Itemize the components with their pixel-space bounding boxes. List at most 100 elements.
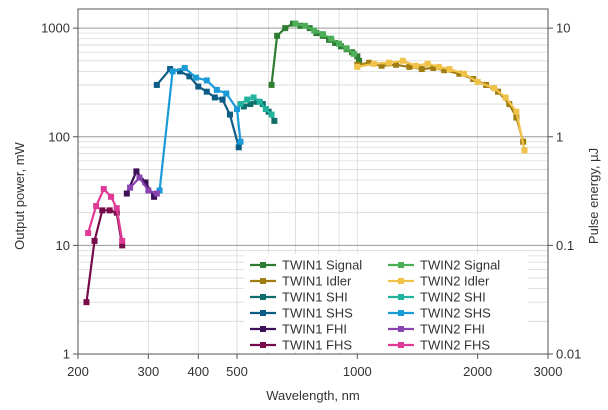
legend-label: TWIN2 Idler xyxy=(420,274,490,289)
data-point xyxy=(332,39,339,46)
legend-marker xyxy=(398,294,404,300)
data-point xyxy=(203,88,210,95)
y-tick-label: 10 xyxy=(56,238,70,253)
legend-label: TWIN1 Idler xyxy=(282,274,352,289)
data-point xyxy=(435,63,442,70)
data-point xyxy=(456,70,463,77)
legend-marker xyxy=(260,326,266,332)
data-point xyxy=(474,78,481,85)
data-point xyxy=(319,31,326,38)
data-point xyxy=(366,59,373,66)
data-point xyxy=(247,101,254,108)
data-point xyxy=(253,98,260,105)
data-point xyxy=(354,63,361,70)
data-point xyxy=(350,50,357,57)
data-point xyxy=(136,174,143,181)
data-point xyxy=(156,187,163,194)
data-point xyxy=(223,90,230,97)
data-point xyxy=(153,190,160,197)
data-point xyxy=(271,117,278,124)
data-point xyxy=(195,83,202,90)
legend-marker xyxy=(398,278,404,284)
data-point xyxy=(491,85,498,92)
y-tick-label: 1000 xyxy=(41,21,70,36)
data-point xyxy=(356,57,363,64)
data-point xyxy=(430,64,437,71)
data-point xyxy=(250,94,257,101)
legend-marker xyxy=(260,278,266,284)
data-point xyxy=(513,108,520,115)
data-point xyxy=(328,35,335,42)
legend-background xyxy=(244,254,528,352)
data-point xyxy=(234,106,241,113)
data-point xyxy=(412,62,419,69)
legend-label: TWIN1 Signal xyxy=(282,258,362,273)
data-point xyxy=(91,237,98,244)
series-line xyxy=(87,188,124,242)
data-point xyxy=(256,98,263,105)
data-point xyxy=(399,57,406,64)
x-axis-title: Wavelength, nm xyxy=(266,388,359,403)
data-point xyxy=(169,68,176,75)
data-point xyxy=(370,60,377,67)
data-point xyxy=(177,68,184,75)
y-tick-label: 100 xyxy=(48,129,70,144)
data-point xyxy=(151,193,158,200)
tick-labels: 200 300 400 500 1000 2000 3000 1 10 100 1000 0.01 0.… xyxy=(41,21,581,379)
data-point xyxy=(292,20,299,27)
x-tick-label: 1000 xyxy=(343,364,372,379)
legend-marker xyxy=(398,342,404,348)
legend-label: TWIN1 FHS xyxy=(282,338,352,353)
data-point xyxy=(268,81,275,88)
y2-tick-label: 10 xyxy=(556,21,570,36)
data-point xyxy=(153,81,160,88)
data-point xyxy=(203,77,210,84)
data-point xyxy=(193,74,200,81)
data-point xyxy=(513,114,520,121)
plot-frame xyxy=(77,8,549,355)
legend-marker xyxy=(398,262,404,268)
y2-tick-label: 1 xyxy=(556,129,563,144)
legend-label: TWIN2 FHI xyxy=(420,322,485,337)
data-point xyxy=(213,86,220,93)
data-point xyxy=(186,73,193,80)
data-point xyxy=(385,59,392,66)
data-point xyxy=(106,207,113,214)
series-layer xyxy=(83,20,528,306)
data-point xyxy=(113,205,120,212)
data-point xyxy=(226,111,233,118)
x-tick-label: 300 xyxy=(138,364,160,379)
y-axis-title: Output power, mW xyxy=(12,141,27,249)
data-point xyxy=(424,60,431,67)
x-tick-label: 400 xyxy=(187,364,209,379)
data-point xyxy=(446,66,453,73)
data-point xyxy=(83,299,90,306)
data-point xyxy=(240,103,247,110)
data-point xyxy=(336,40,343,47)
data-point xyxy=(502,94,509,101)
axes xyxy=(73,8,553,359)
data-point xyxy=(142,179,149,186)
data-point xyxy=(108,193,115,200)
data-point xyxy=(127,184,134,191)
data-point xyxy=(145,187,152,194)
x-tick-label: 3000 xyxy=(534,364,563,379)
data-point xyxy=(237,138,244,145)
y-tick-label: 1 xyxy=(63,347,70,362)
data-point xyxy=(343,45,350,52)
data-point xyxy=(219,96,226,103)
legend-label: TWIN1 SHS xyxy=(282,306,353,321)
data-point xyxy=(274,32,281,39)
data-point xyxy=(521,147,528,154)
legend-label: TWIN2 Signal xyxy=(420,258,500,273)
data-point xyxy=(235,144,242,151)
series-line xyxy=(357,61,525,142)
data-point xyxy=(354,53,361,60)
series-line xyxy=(129,176,158,195)
data-point xyxy=(461,70,468,77)
data-point xyxy=(119,242,126,249)
data-point xyxy=(282,25,289,32)
data-point xyxy=(268,111,275,118)
